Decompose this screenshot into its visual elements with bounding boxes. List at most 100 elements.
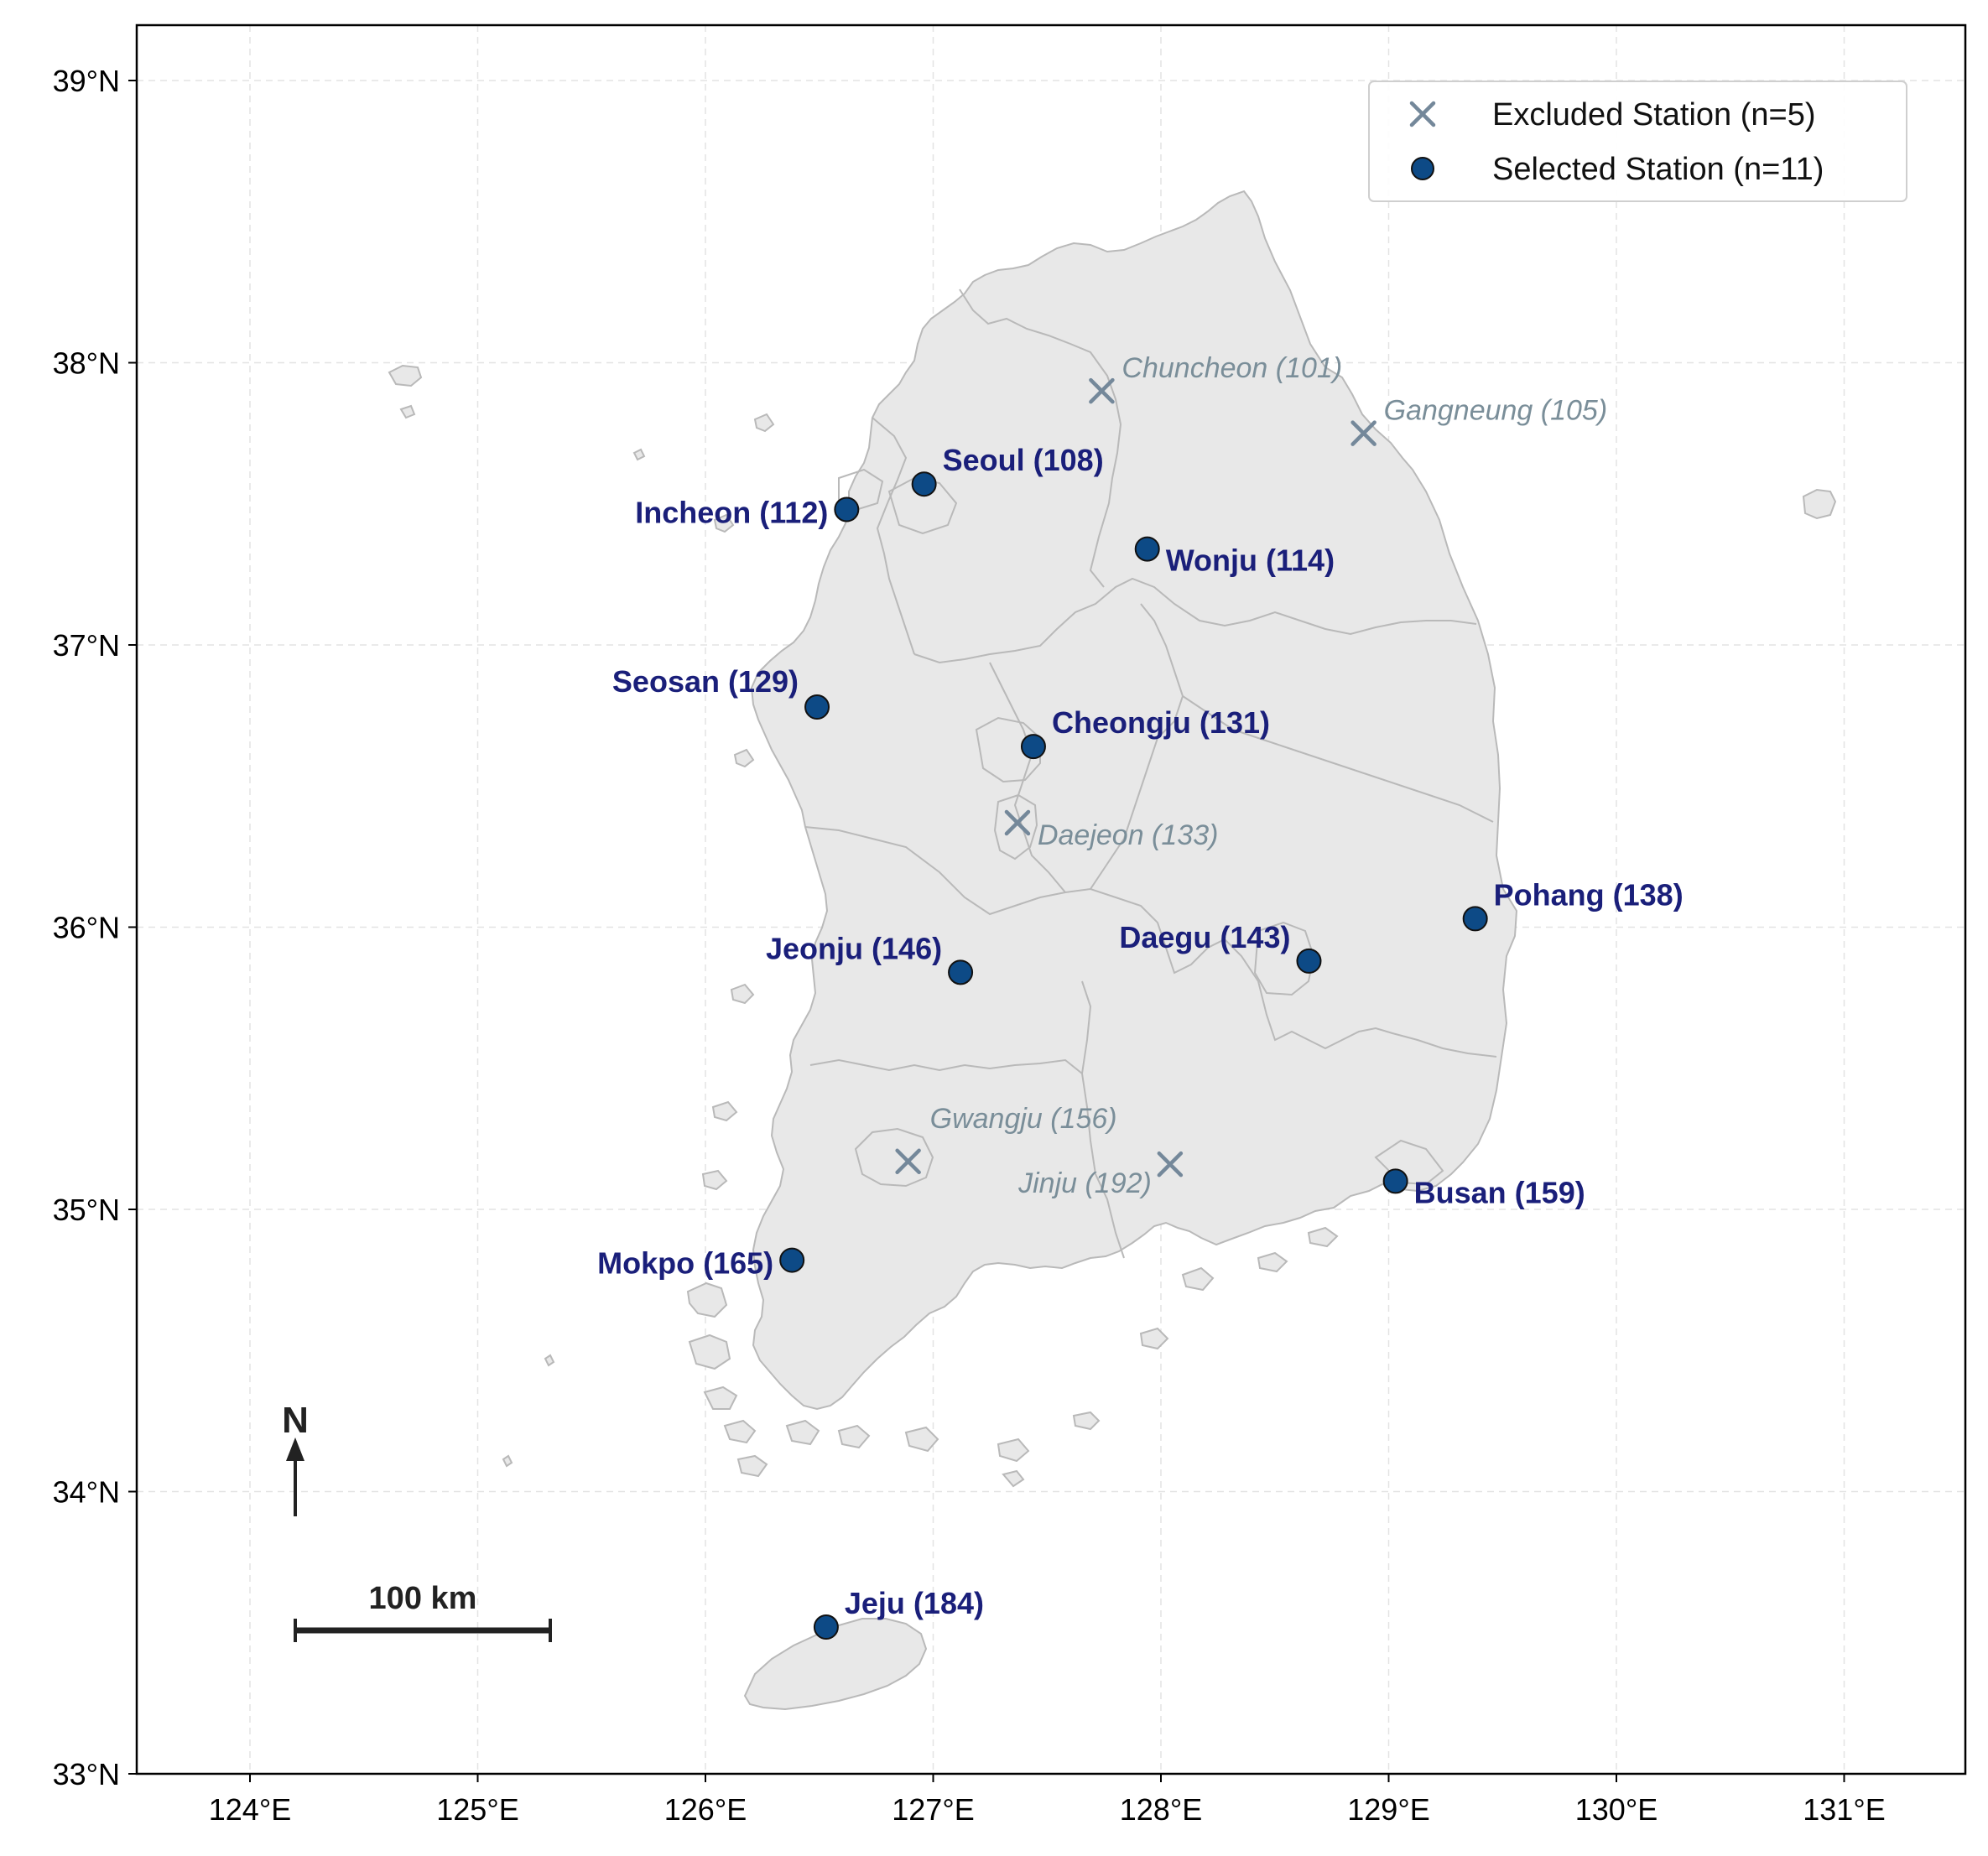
legend-excluded-marker [1409, 101, 1436, 127]
ulleungdo-island [1802, 488, 1837, 520]
selected-stations: Seoul (108) Incheon (112) Wonju (114) Seosa… [597, 443, 1684, 1640]
selected-station-label: Wonju (114) [1166, 543, 1335, 578]
north-arrow-label: N [282, 1400, 309, 1441]
plot-frame [135, 23, 1967, 1775]
city-boundary [975, 716, 1041, 783]
x-tick-label: 124°E [209, 1792, 291, 1827]
legend-selected-label: Selected Station (n=11) [1492, 152, 1824, 187]
north-arrow: N [282, 1400, 309, 1516]
land-layer [388, 190, 1837, 1711]
western-island [837, 1424, 871, 1449]
selected-station-marker [1134, 536, 1160, 562]
excluded-station-marker [1157, 1151, 1184, 1178]
selected-station-label: Seoul (108) [943, 443, 1104, 477]
province-boundaries [804, 289, 1497, 1259]
x-tick-label: 130°E [1575, 1792, 1658, 1827]
scale-bar-label: 100 km [369, 1581, 477, 1616]
selected-station-marker [1382, 1168, 1408, 1194]
excluded-station-marker [1350, 420, 1377, 446]
western-island [1072, 1411, 1101, 1431]
baengnyeong-island [388, 364, 423, 387]
excluded-station-marker [1004, 809, 1031, 836]
x-tick-label: 128°E [1120, 1792, 1202, 1827]
western-island [1307, 1226, 1339, 1248]
selected-station-label: Busan (159) [1414, 1175, 1585, 1209]
legend-excluded-label: Excluded Station (n=5) [1492, 97, 1816, 133]
province-boundary [989, 662, 1066, 893]
selected-station-marker [911, 471, 937, 497]
selected-station-marker [1020, 734, 1046, 760]
western-island [785, 1419, 820, 1446]
x-tick-label: 129°E [1347, 1792, 1429, 1827]
western-island [711, 1100, 738, 1122]
city-boundary [854, 1127, 934, 1188]
province-boundary [1257, 980, 1497, 1058]
province-boundary [959, 289, 1122, 504]
selected-station-marker [779, 1247, 805, 1273]
western-island [730, 983, 755, 1005]
western-island [703, 1386, 738, 1410]
western-island [502, 1454, 513, 1468]
western-island [701, 1169, 728, 1191]
jeju-island [743, 1618, 928, 1711]
province-boundary [1182, 695, 1494, 823]
western-island [688, 1334, 731, 1370]
western-island [399, 404, 416, 419]
legend: Excluded Station (n=5) Selected Station … [1368, 81, 1907, 202]
city-boundary [993, 793, 1038, 860]
western-island [1257, 1251, 1288, 1273]
province-boundary [1090, 603, 1184, 890]
axes: 124°E 125°E 126°E 127°E 128°E 129°E 130°E 131°E… [53, 64, 1886, 1827]
western-island [686, 1282, 728, 1318]
selected-station-label: Daegu (143) [1119, 920, 1290, 954]
selected-station-label: Seosan (129) [612, 664, 799, 699]
western-island [713, 513, 735, 533]
x-tick-label: 125°E [436, 1792, 518, 1827]
western-island [904, 1426, 939, 1453]
selected-station-label: Jeonju (146) [766, 931, 942, 965]
province-boundary [809, 1058, 1083, 1074]
x-tick-label: 127°E [892, 1792, 974, 1827]
y-tick-label: 34°N [53, 1475, 120, 1510]
legend-box [1368, 81, 1907, 202]
selected-station-marker [804, 694, 830, 720]
western-island [733, 748, 755, 768]
western-island [997, 1437, 1030, 1463]
selected-station-label: Mokpo (165) [597, 1246, 773, 1281]
selected-station-label: Jeju (184) [845, 1586, 984, 1620]
y-tick-label: 37°N [53, 628, 120, 663]
province-boundary [1089, 502, 1110, 588]
selected-station-label: Pohang (138) [1494, 877, 1684, 912]
y-tick-label: 39°N [53, 64, 120, 98]
mainland-korea [750, 190, 1518, 1411]
selected-station-marker [1296, 948, 1322, 974]
legend-selected-marker [1411, 157, 1434, 180]
selected-station-label: Incheon (112) [635, 495, 828, 529]
western-island [1139, 1327, 1169, 1350]
excluded-station-label: Jinju (192) [1017, 1167, 1152, 1199]
selected-station-label: Cheongju (131) [1052, 705, 1270, 740]
y-tick-label: 33°N [53, 1757, 120, 1791]
western-island [1002, 1469, 1025, 1488]
western-island [544, 1354, 555, 1367]
scale-bar: 100 km [294, 1581, 552, 1642]
western-island [632, 448, 646, 461]
western-island [1181, 1266, 1215, 1292]
western-island [723, 1419, 757, 1444]
province-boundary [872, 417, 915, 655]
western-island [753, 413, 775, 433]
selected-station-marker [834, 496, 860, 522]
city-boundary [1253, 921, 1315, 996]
north-arrow-icon [286, 1437, 304, 1461]
excluded-station-label: Gwangju (156) [930, 1103, 1117, 1135]
y-tick-label: 36°N [53, 911, 120, 945]
excluded-stations: Chuncheon (101) Gangneung (105) Daejeon (1… [895, 352, 1608, 1199]
selected-station-marker [1462, 906, 1488, 932]
province-boundary [1080, 980, 1125, 1259]
x-tick-label: 126°E [664, 1792, 747, 1827]
excluded-station-marker [1089, 377, 1115, 404]
western-island [736, 1454, 768, 1478]
province-boundary [913, 577, 1477, 664]
excluded-station-label: Gangneung (105) [1384, 395, 1608, 427]
